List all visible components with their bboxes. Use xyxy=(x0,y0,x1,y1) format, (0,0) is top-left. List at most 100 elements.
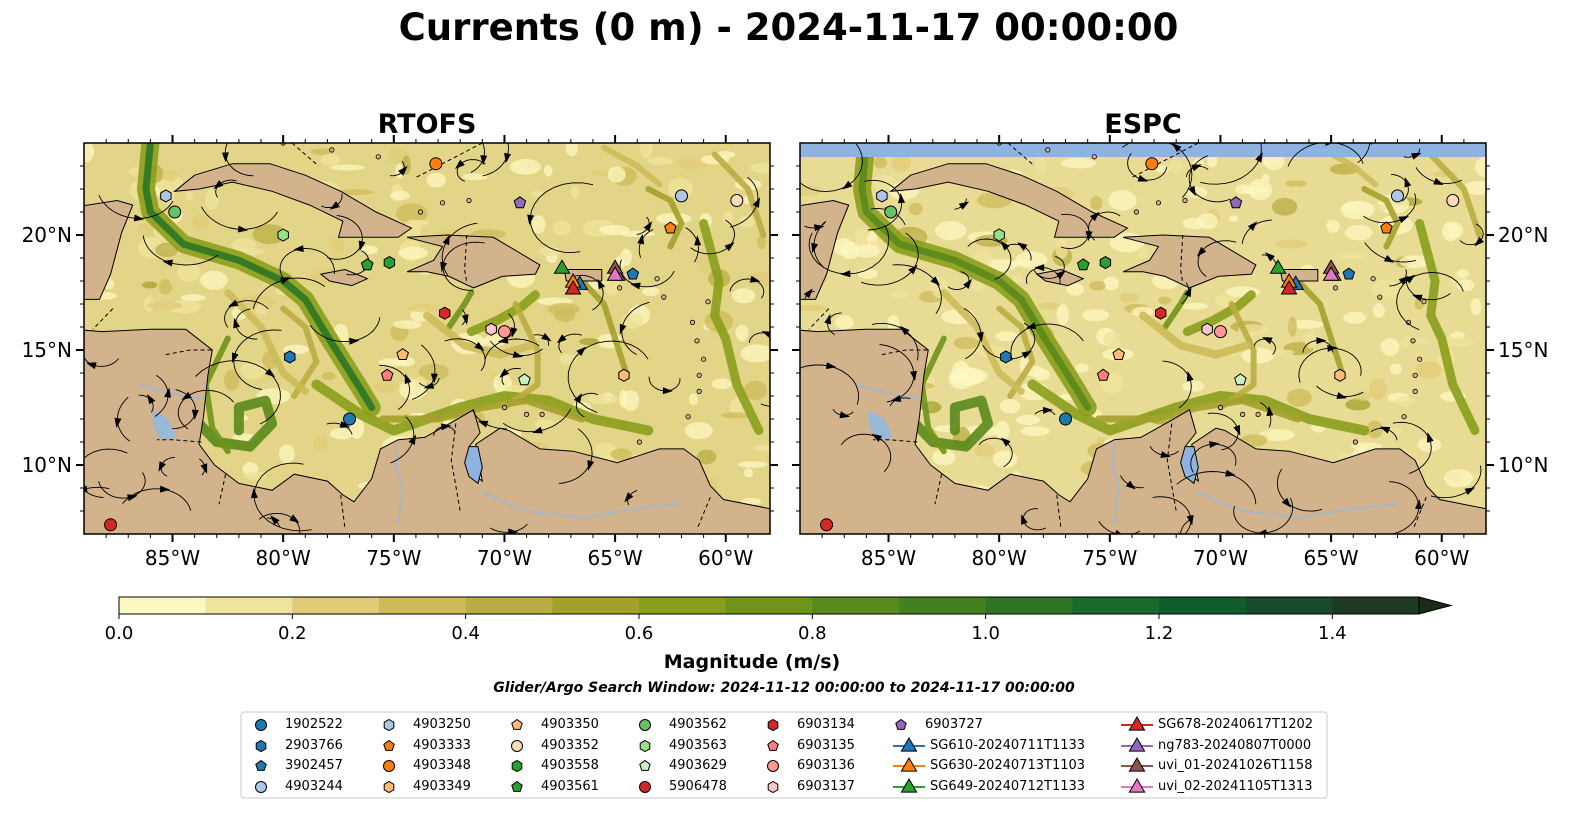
magnitude-patch xyxy=(158,279,172,295)
observation-marker xyxy=(1229,196,1243,209)
streamline-arrow xyxy=(442,234,450,246)
border xyxy=(934,474,943,505)
streamline-arrow xyxy=(976,331,984,343)
legend-marker xyxy=(767,760,779,772)
magnitude-patch xyxy=(857,268,878,279)
magnitude-patch xyxy=(1444,469,1473,488)
streamline-arrow xyxy=(1000,240,1010,251)
legend-marker xyxy=(383,718,395,732)
magnitude-patch xyxy=(757,235,766,250)
legend-marker xyxy=(639,739,651,752)
island xyxy=(1412,388,1418,394)
island xyxy=(689,319,696,325)
magnitude-patch xyxy=(1082,309,1109,322)
legend-label: 6903136 xyxy=(797,758,855,773)
streamline-arrow xyxy=(1281,497,1292,508)
legend-symbol xyxy=(255,719,267,731)
colorbar-tick-label: 1.0 xyxy=(971,623,1000,644)
legend-symbol xyxy=(383,760,395,772)
magnitude-patch xyxy=(331,237,344,258)
island xyxy=(661,294,667,300)
legend-symbol xyxy=(255,739,267,752)
observation-marker xyxy=(343,412,357,426)
observation-marker xyxy=(160,189,172,203)
magnitude-patch xyxy=(1090,196,1103,211)
current-jet xyxy=(578,278,630,376)
legend-marker xyxy=(383,780,395,793)
legend-symbol xyxy=(383,739,395,751)
streamline-arrow xyxy=(1188,185,1196,197)
streamline-arrow xyxy=(898,193,905,204)
streamline-arrow xyxy=(899,325,910,336)
magnitude-patch xyxy=(738,215,755,228)
streamline-arrow xyxy=(127,494,138,502)
magnitude-patch xyxy=(1241,347,1275,364)
legend-marker xyxy=(383,739,395,751)
magnitude-patch xyxy=(1394,396,1416,407)
legend-marker xyxy=(511,718,523,730)
magnitude-patch xyxy=(995,331,1018,342)
streamline-arrow xyxy=(398,165,408,176)
border xyxy=(808,308,830,330)
magnitude-patch xyxy=(509,159,541,175)
streamline-arrow xyxy=(532,426,543,434)
magnitude-patch xyxy=(1475,156,1486,178)
streamlines xyxy=(84,143,770,534)
magnitude-patch xyxy=(395,203,428,224)
magnitude-patch xyxy=(737,461,768,468)
observation-marker xyxy=(993,228,1005,242)
streamline xyxy=(1180,519,1191,534)
magnitude-patch xyxy=(338,189,374,196)
magnitude-patch xyxy=(743,468,754,478)
observation-marker xyxy=(1280,279,1298,295)
border xyxy=(1131,143,1199,178)
colorbar-tick-label: 0.6 xyxy=(625,623,654,644)
magnitude-patch xyxy=(255,303,269,315)
magnitude-patch xyxy=(1243,185,1268,195)
streamline-arrow xyxy=(1191,164,1202,172)
land-yucatan xyxy=(84,199,134,300)
magnitude-patch xyxy=(244,471,267,481)
magnitude-patch xyxy=(840,241,860,260)
magnitude-patch xyxy=(180,294,206,301)
observation-marker xyxy=(1322,266,1340,281)
magnitude-patch xyxy=(205,188,219,210)
streamline-arrow xyxy=(1160,451,1171,458)
magnitude-patch xyxy=(1119,292,1139,303)
magnitude-patch xyxy=(744,380,768,401)
legend-symbol xyxy=(511,718,523,730)
observation-marker xyxy=(1334,368,1346,382)
streamline-arrow xyxy=(824,313,831,325)
streamline-arrow xyxy=(1262,337,1273,345)
streamline-arrow xyxy=(1186,515,1194,526)
current-jet xyxy=(1217,301,1257,411)
magnitude-patch xyxy=(711,378,732,390)
streamline-arrow xyxy=(1021,350,1032,359)
x-tick-label: 80°W xyxy=(256,546,311,570)
border xyxy=(464,234,468,284)
border xyxy=(1412,497,1427,530)
legend-label: 4903352 xyxy=(541,737,599,753)
legend-label: 5906478 xyxy=(669,778,727,794)
magnitude-patch xyxy=(677,157,708,170)
streamline-arrow xyxy=(840,270,851,278)
island xyxy=(501,404,508,411)
legend-label: 4903629 xyxy=(669,758,727,773)
magnitude-patch xyxy=(1345,224,1373,241)
magnitude-patch xyxy=(552,221,571,236)
streamline-arrow xyxy=(114,417,122,429)
current-jet xyxy=(1294,278,1346,376)
island xyxy=(1045,147,1051,153)
current-jet xyxy=(1415,219,1480,435)
magnitude-patch xyxy=(1389,363,1402,375)
current-jet xyxy=(311,379,654,436)
legend-marker xyxy=(767,739,779,751)
island xyxy=(523,411,530,417)
streamline-arrow xyxy=(1089,211,1100,222)
island xyxy=(700,356,707,362)
legend-symbol xyxy=(383,780,395,793)
current-jet xyxy=(905,395,994,452)
magnitude-patch xyxy=(1456,269,1470,278)
colorbar-tick-label: 0.4 xyxy=(451,623,480,644)
border xyxy=(1180,234,1184,284)
